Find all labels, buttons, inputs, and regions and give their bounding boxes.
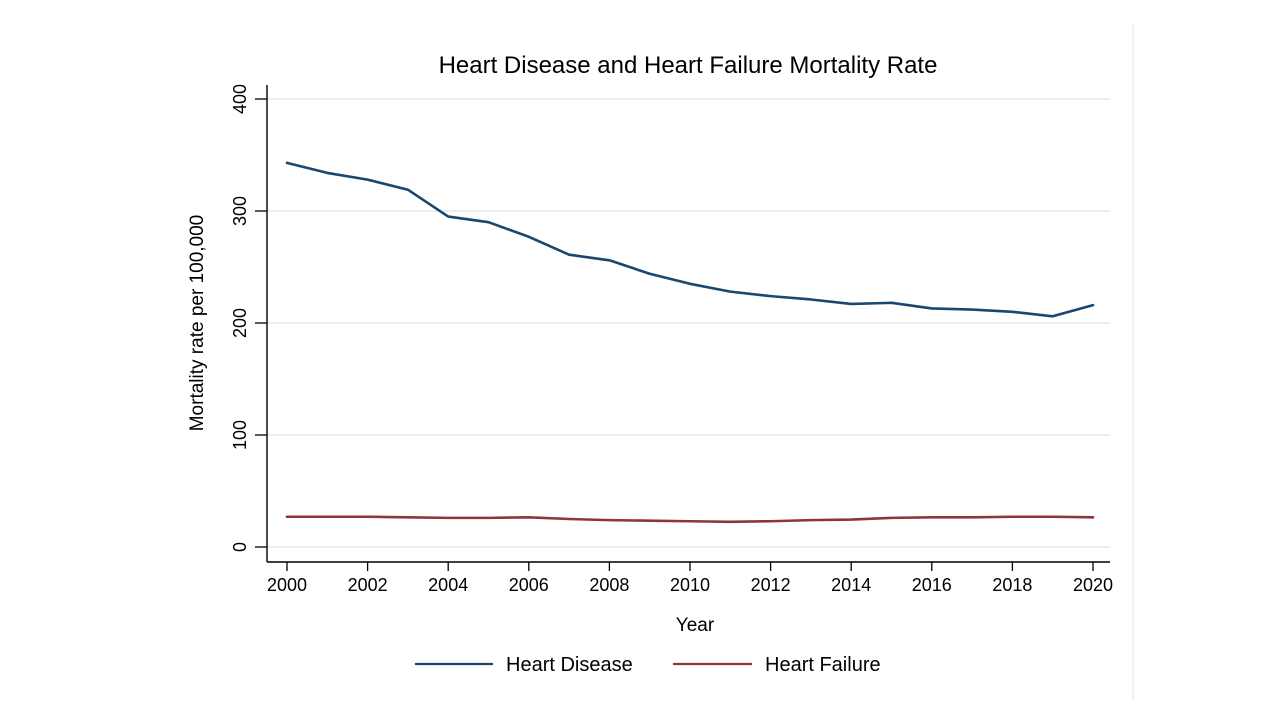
y-tick-label: 100 [230, 420, 250, 450]
x-tick-label: 2000 [267, 575, 307, 595]
x-axis-title: Year [676, 615, 715, 636]
legend-label-heart-disease: Heart Disease [506, 654, 633, 676]
x-tick-label: 2016 [912, 575, 952, 595]
legend-label-heart-failure: Heart Failure [765, 654, 881, 676]
legend: Heart Disease Heart Failure [415, 654, 881, 676]
x-tick-label: 2012 [751, 575, 791, 595]
y-tick-label: 400 [230, 84, 250, 114]
x-tick-label: 2018 [992, 575, 1032, 595]
y-axis-title: Mortality rate per 100,000 [187, 215, 208, 432]
x-tick-label: 2020 [1073, 575, 1113, 595]
y-tick-label: 0 [230, 542, 250, 552]
y-tick-label: 200 [230, 308, 250, 338]
x-tick-label: 2006 [509, 575, 549, 595]
chart-title: Heart Disease and Heart Failure Mortalit… [439, 52, 938, 79]
x-tick-label: 2004 [428, 575, 468, 595]
x-tick-label: 2008 [589, 575, 629, 595]
x-tick-label: 2002 [348, 575, 388, 595]
series-line-heart-disease [285, 161, 1095, 318]
x-tick-label: 2010 [670, 575, 710, 595]
series-line-heart-failure [285, 515, 1095, 524]
x-tick-label: 2014 [831, 575, 871, 595]
y-tick-label: 300 [230, 196, 250, 226]
plot-area: 0 100 200 300 400 2000 2002 2004 2006 2008 2010 201… [230, 84, 1113, 595]
